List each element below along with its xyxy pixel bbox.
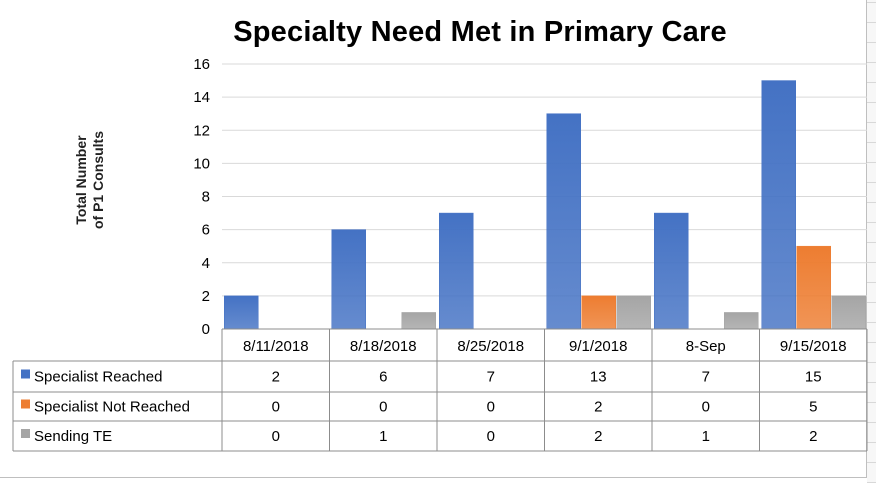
bar-sending-te — [616, 295, 651, 330]
y-tick-label: 12 — [193, 122, 210, 139]
data-table-value: 2 — [594, 399, 602, 416]
bar-sending-te — [831, 295, 866, 330]
data-table-value: 2 — [272, 369, 280, 386]
y-tick-label: 14 — [193, 89, 210, 106]
y-tick-label: 6 — [202, 222, 210, 239]
legend-entry: Sending TE — [34, 428, 112, 445]
x-tick-label: 9/15/2018 — [780, 338, 847, 355]
data-table-value: 7 — [487, 369, 495, 386]
bar-specialist-reached — [224, 295, 259, 330]
bar-specialist-reached — [439, 212, 474, 330]
x-tick-label: 8/18/2018 — [350, 338, 417, 355]
x-tick-label: 8/11/2018 — [243, 338, 309, 355]
data-table-value: 13 — [590, 369, 607, 386]
bar-sending-te — [401, 312, 436, 330]
chart-title: Specialty Need Met in Primary Care — [233, 16, 727, 48]
y-tick-label: 2 — [202, 288, 210, 305]
legend-entry: Specialist Not Reached — [34, 399, 190, 416]
bar-specialist-reached — [654, 212, 689, 330]
data-table-value: 7 — [702, 369, 710, 386]
data-table-value: 0 — [487, 428, 495, 445]
bar-specialist-not-reached — [796, 245, 831, 330]
data-table-value: 0 — [379, 399, 387, 416]
bar-sending-te — [724, 312, 759, 330]
data-table-value: 2 — [809, 428, 817, 445]
legend-entry: Specialist Reached — [34, 369, 162, 386]
data-table-value: 0 — [272, 428, 280, 445]
data-table-value: 6 — [379, 369, 387, 386]
legend-swatch — [21, 429, 30, 438]
bar-specialist-reached — [761, 80, 796, 330]
y-tick-label: 10 — [193, 155, 210, 172]
data-table-value: 5 — [809, 399, 817, 416]
data-table-value: 0 — [702, 399, 710, 416]
bar-specialist-not-reached — [581, 295, 616, 330]
x-tick-label: 9/1/2018 — [569, 338, 627, 355]
y-tick-label: 16 — [193, 56, 210, 73]
bar-specialist-reached — [546, 113, 581, 330]
y-tick-label: 0 — [202, 321, 210, 338]
data-table-value: 2 — [594, 428, 602, 445]
chart-frame — [0, 0, 867, 478]
y-tick-label: 8 — [202, 189, 210, 206]
x-tick-label: 8-Sep — [686, 338, 726, 355]
data-table-value: 1 — [379, 428, 387, 445]
x-tick-label: 8/25/2018 — [457, 338, 524, 355]
y-tick-label: 4 — [202, 255, 210, 272]
data-table-value: 0 — [487, 399, 495, 416]
spreadsheet-grid-edge — [867, 0, 876, 483]
legend-swatch — [21, 399, 30, 409]
legend-swatch — [21, 369, 30, 379]
data-table-value: 0 — [272, 399, 280, 416]
data-table-value: 15 — [805, 369, 822, 386]
bar-specialist-reached — [331, 229, 366, 330]
data-table-value: 1 — [702, 428, 710, 445]
